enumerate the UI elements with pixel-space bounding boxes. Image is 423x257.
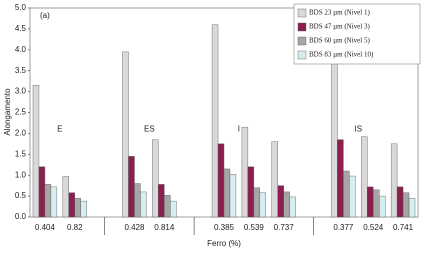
legend-swatch (297, 50, 307, 60)
bar (152, 139, 159, 218)
bar (283, 191, 290, 218)
bar (229, 174, 237, 218)
bar (134, 183, 141, 218)
x-tick-label: 0.741 (393, 223, 414, 232)
group-label: ES (144, 124, 155, 133)
bar (390, 143, 398, 218)
bar (259, 192, 266, 218)
x-tick-label: 0.737 (274, 223, 295, 232)
bar (361, 136, 368, 218)
bar (32, 85, 40, 218)
legend-swatch (297, 36, 307, 46)
x-tick-label: 0.539 (244, 223, 265, 232)
y-tick-label: 4.0 (15, 45, 27, 54)
bar (170, 200, 177, 218)
x-tick-label: 0.404 (35, 223, 56, 232)
y-tick-label: 3.5 (15, 66, 27, 75)
bar (337, 139, 344, 218)
bar (373, 189, 380, 218)
y-tick-label: 2.0 (15, 129, 27, 138)
x-axis-title: Ferro (%) (207, 239, 241, 248)
x-tick-label: 0.82 (67, 223, 83, 232)
bar (253, 187, 261, 218)
bar (122, 51, 129, 218)
y-tick-label: 0.0 (15, 212, 27, 221)
bar (68, 192, 75, 218)
y-axis-title: Alongamento (3, 88, 12, 136)
panel-label: (a) (40, 11, 50, 20)
bar (38, 166, 46, 218)
bar (289, 196, 296, 218)
bar (408, 197, 416, 218)
bar (271, 141, 278, 218)
legend-swatch (297, 8, 307, 18)
bar (223, 168, 231, 218)
bar (217, 143, 225, 218)
x-tick-label: 0.524 (363, 223, 384, 232)
legend-label: BDS 83 µm (Nivel 10) (309, 51, 374, 59)
legend-box (293, 3, 421, 65)
legend-label: BDS 23 µm (Nivel 1) (309, 9, 370, 17)
bar (247, 166, 255, 218)
x-tick-label: 0.385 (214, 223, 235, 232)
bar (44, 184, 52, 218)
bar (74, 197, 81, 218)
legend-label: BDS 60 µm (Nivel 5) (309, 37, 370, 45)
y-tick-label: 1.5 (15, 149, 27, 158)
bar (402, 192, 410, 218)
bar (396, 186, 404, 218)
x-tick-label: 0.428 (124, 223, 145, 232)
bar (158, 184, 165, 218)
bar (50, 186, 58, 218)
y-tick-label: 1.0 (15, 170, 27, 179)
y-tick-label: 0.5 (15, 191, 27, 200)
y-tick-label: 3.0 (15, 87, 27, 96)
bar (241, 126, 249, 218)
group-label: IS (355, 124, 363, 133)
bar (80, 200, 87, 218)
bar (367, 186, 374, 218)
bar (349, 175, 356, 218)
bar (379, 195, 386, 218)
bar (343, 170, 350, 218)
bar (211, 24, 219, 218)
y-tick-label: 5.0 (15, 3, 27, 12)
legend-label: BDS 47 µm (Nivel 3) (309, 23, 370, 31)
bar (164, 195, 171, 218)
x-tick-label: 0.377 (333, 223, 354, 232)
bar (331, 62, 338, 218)
bar (277, 185, 284, 218)
legend-swatch (297, 22, 307, 32)
x-tick-label: 0.814 (154, 223, 175, 232)
group-label: I (238, 124, 240, 133)
y-tick-label: 2.5 (15, 108, 27, 117)
bar (128, 156, 135, 218)
y-tick-label: 4.5 (15, 24, 27, 33)
bar (140, 191, 147, 218)
group-label: E (57, 124, 62, 133)
bar (62, 176, 69, 218)
